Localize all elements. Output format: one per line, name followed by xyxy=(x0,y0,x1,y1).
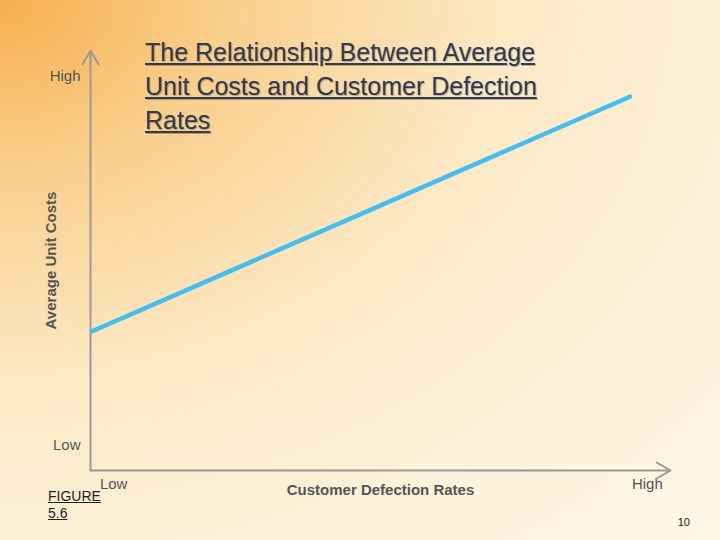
svg-text:High: High xyxy=(50,67,81,84)
svg-text:Average Unit Costs: Average Unit Costs xyxy=(42,192,59,330)
svg-text:High: High xyxy=(631,475,663,493)
svg-text:Low: Low xyxy=(53,436,81,453)
html-text:The Relationship Between Avera: The Relationship Between Average Unit Co… xyxy=(145,38,537,134)
html-text:10: 10 xyxy=(677,516,690,528)
svg-text:Customer Defection Rates: Customer Defection Rates xyxy=(287,481,475,498)
svg-text:Low: Low xyxy=(100,475,128,492)
html-text:FIGURE 5.6: FIGURE 5.6 xyxy=(48,488,101,521)
